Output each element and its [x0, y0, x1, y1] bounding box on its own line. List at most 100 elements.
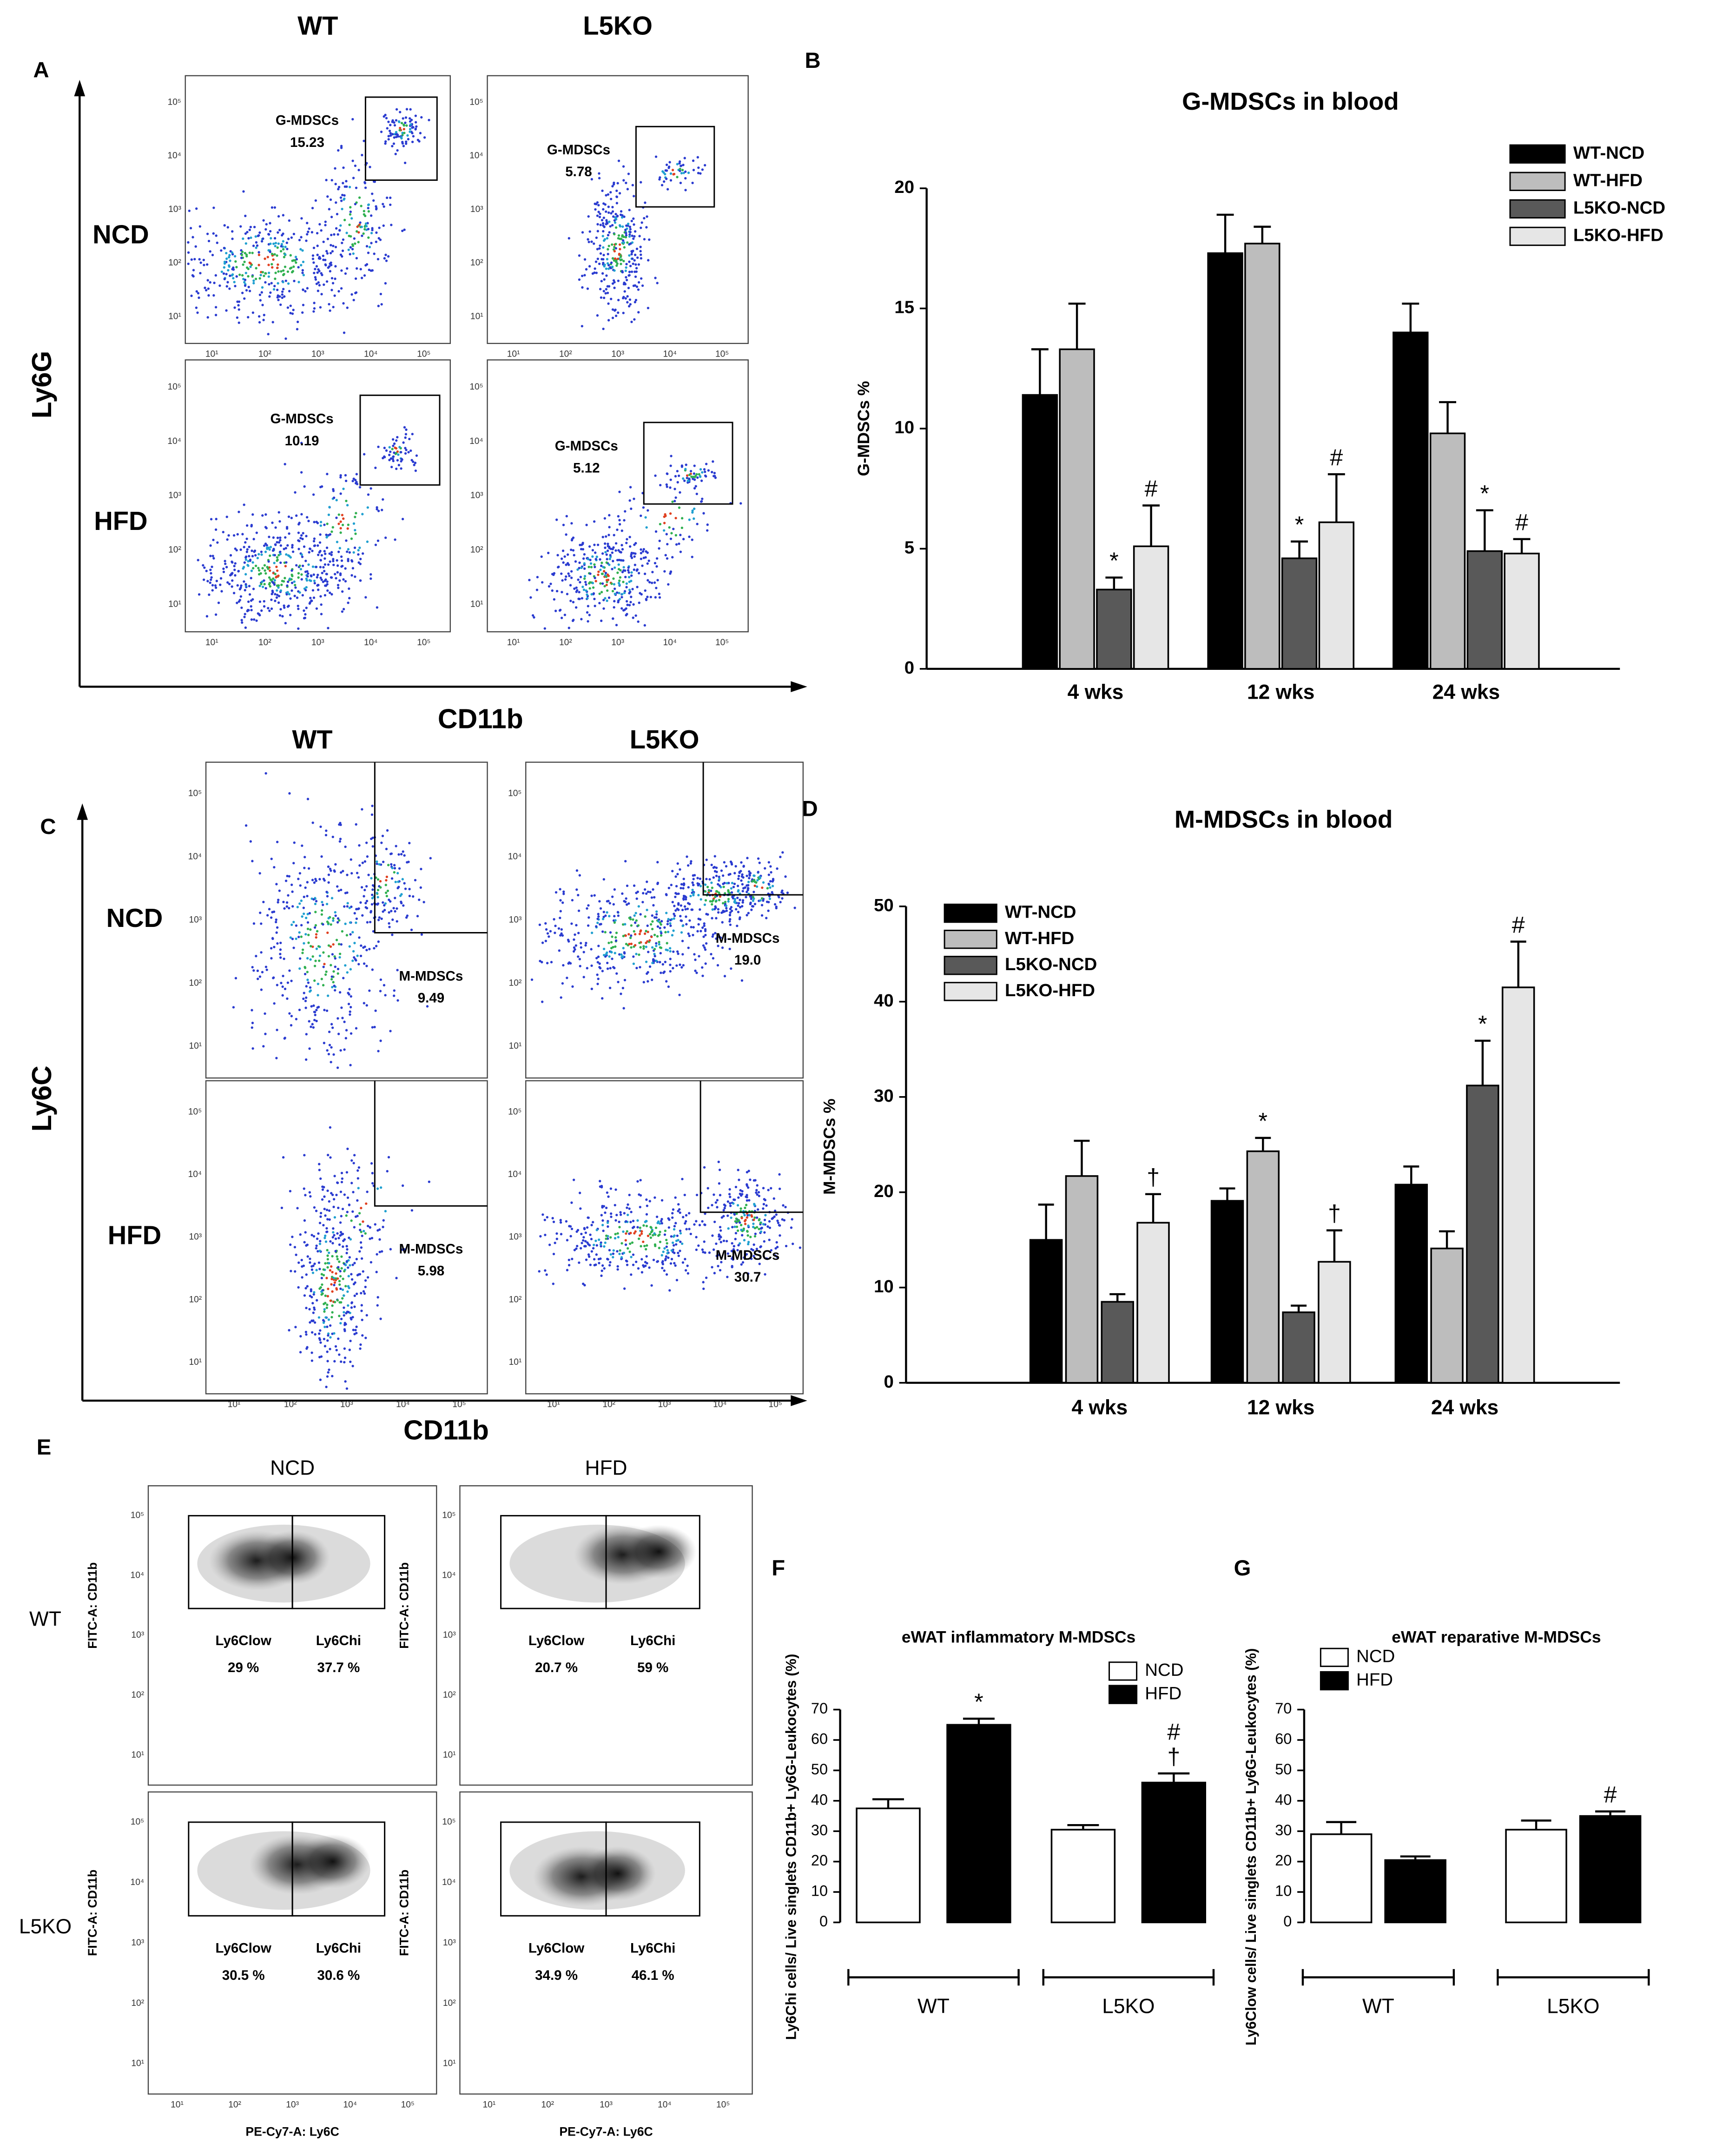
- flow-event: [264, 1032, 267, 1035]
- flow-event: [633, 555, 636, 558]
- flow-event: [590, 987, 593, 990]
- flow-event: [347, 602, 350, 604]
- flow-event: [350, 1302, 353, 1304]
- flow-event: [332, 1198, 336, 1201]
- flow-event: [566, 1239, 569, 1242]
- flow-event: [655, 942, 658, 945]
- flow-event: [271, 937, 274, 940]
- flow-event: [672, 528, 675, 530]
- flow-event: [390, 852, 393, 855]
- flow-event: [223, 278, 226, 280]
- flow-event: [779, 855, 782, 859]
- flow-event: [620, 263, 622, 265]
- flow-event: [224, 560, 226, 562]
- flow-event: [670, 1235, 673, 1238]
- flow-event: [625, 943, 628, 946]
- flow-tick-label: 10¹: [205, 350, 218, 359]
- flow-event: [601, 222, 605, 225]
- flow-event: [290, 582, 294, 584]
- flow-event: [683, 883, 686, 886]
- flow-event: [323, 1042, 326, 1045]
- category-bracket: [1497, 1969, 1650, 1978]
- flow-event: [599, 244, 601, 247]
- flow-event: [405, 449, 408, 451]
- flow-event: [203, 566, 206, 569]
- flow-event: [321, 900, 323, 904]
- flow-event: [332, 1205, 335, 1209]
- flow-event: [617, 1236, 620, 1238]
- flow-event: [260, 609, 263, 612]
- flow-event: [706, 886, 709, 888]
- flow-event: [283, 907, 286, 910]
- flow-event: [666, 485, 668, 488]
- flow-event: [598, 1262, 601, 1264]
- flow-event: [671, 1216, 674, 1219]
- flow-event: [608, 902, 611, 905]
- flow-event: [325, 891, 328, 893]
- flow-event: [361, 1235, 363, 1237]
- flow-event: [647, 971, 649, 974]
- flow-event: [376, 860, 378, 863]
- flow-event: [662, 972, 665, 974]
- flow-event: [568, 237, 570, 240]
- flow-event: [790, 1226, 793, 1229]
- flow-event: [737, 904, 739, 907]
- flow-event: [682, 878, 685, 880]
- flow-event: [251, 275, 254, 278]
- flow-event: [351, 118, 354, 121]
- flow-event: [328, 506, 331, 509]
- flow-event: [251, 1047, 254, 1050]
- flow-event: [334, 989, 337, 992]
- flow-event: [267, 275, 270, 278]
- flow-event: [278, 614, 282, 617]
- flow-event: [260, 550, 263, 553]
- flow-event: [405, 124, 408, 127]
- flow-event: [378, 863, 381, 866]
- flow-event: [385, 449, 388, 452]
- flow-event: [339, 476, 342, 479]
- flow-event: [284, 576, 286, 580]
- flow-event: [622, 1007, 625, 1010]
- flow-event: [277, 901, 279, 904]
- flow-event: [341, 193, 344, 197]
- flow-event: [575, 1247, 578, 1250]
- flow-event: [758, 861, 761, 864]
- flow-event: [758, 1228, 760, 1230]
- flow-event: [281, 290, 284, 293]
- flow-event: [375, 240, 377, 243]
- flow-event: [302, 997, 305, 1000]
- flow-event: [608, 526, 611, 529]
- flow-event: [768, 1220, 771, 1223]
- flow-event: [617, 311, 620, 314]
- flow-event: [749, 872, 752, 874]
- axis-label: CD11b: [403, 1415, 489, 1446]
- flow-event: [717, 1254, 720, 1257]
- flow-event: [577, 955, 580, 958]
- flow-event: [588, 265, 591, 268]
- flow-event: [327, 955, 330, 958]
- flow-event: [610, 950, 613, 953]
- flow-event: [653, 933, 656, 936]
- flow-event: [605, 553, 608, 556]
- flow-event: [300, 578, 303, 581]
- flow-event: [667, 918, 670, 920]
- flow-event: [276, 536, 279, 539]
- flow-event: [711, 917, 713, 919]
- flow-event: [233, 255, 237, 258]
- flow-event: [334, 245, 337, 249]
- flow-tick-label: 10¹: [507, 638, 520, 648]
- flow-event: [573, 587, 576, 590]
- flow-event: [691, 511, 694, 514]
- flow-event: [756, 1193, 759, 1196]
- row-label: WT: [29, 1608, 61, 1631]
- flow-event: [664, 1258, 667, 1262]
- flow-event: [605, 221, 608, 224]
- flow-event: [240, 606, 243, 609]
- flow-event: [715, 866, 718, 869]
- flow-event: [640, 1230, 643, 1233]
- flow-event: [561, 591, 563, 594]
- flow-event: [272, 288, 276, 291]
- y-tick-label: 50: [1275, 1761, 1292, 1778]
- flow-event: [703, 1166, 706, 1169]
- flow-event: [627, 571, 630, 574]
